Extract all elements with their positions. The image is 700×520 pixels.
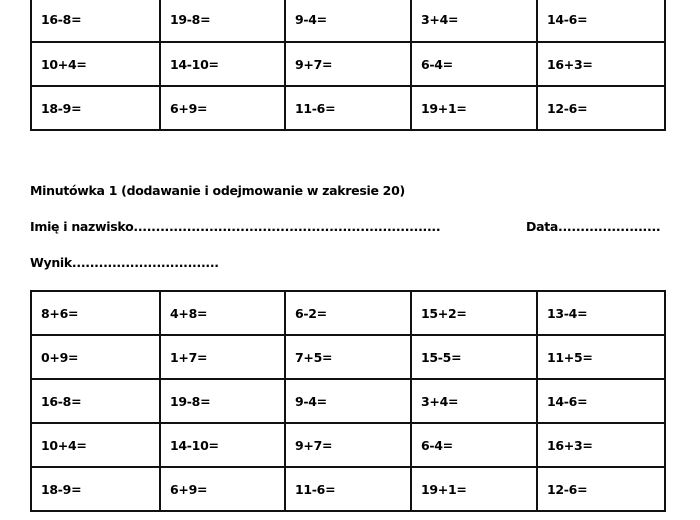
exercise-cell: 9-4= — [284, 378, 412, 424]
exercise-cell: 11+5= — [536, 334, 666, 380]
exercise-cell: 9-4= — [284, 0, 412, 43]
exercise-cell: 13-4= — [536, 290, 666, 336]
exercise-cell: 19+1= — [410, 466, 538, 512]
exercise-cell: 14-6= — [536, 378, 666, 424]
exercise-cell: 19-8= — [159, 0, 286, 43]
exercise-cell: 6-4= — [410, 422, 538, 468]
bottom-exercise-table: 8+6= 4+8= 6-2= 15+2= 13-4= 0+9= 1+7= 7+5= 15-5= 1… — [30, 290, 666, 512]
exercise-cell: 14-10= — [159, 422, 286, 468]
exercise-cell: 16-8= — [30, 378, 161, 424]
exercise-cell: 15-5= — [410, 334, 538, 380]
table-row: 10+4= 14-10= 9+7= 6-4= 16+3= — [30, 422, 666, 468]
exercise-cell: 0+9= — [30, 334, 161, 380]
top-exercise-table: 16-8= 19-8= 9-4= 3+4= 14-6= 10+4= 14-10= 9+7= 6-… — [30, 0, 666, 131]
exercise-cell: 16-8= — [30, 0, 161, 43]
exercise-cell: 6+9= — [159, 466, 286, 512]
exercise-cell: 16+3= — [536, 422, 666, 468]
exercise-cell: 6+9= — [159, 85, 286, 131]
table-row: 10+4= 14-10= 9+7= 6-4= 16+3= — [30, 41, 666, 87]
table-row: 16-8= 19-8= 9-4= 3+4= 14-6= — [30, 378, 666, 424]
table-row: 18-9= 6+9= 11-6= 19+1= 12-6= — [30, 466, 666, 512]
date-field: Data......................... — [526, 219, 660, 234]
exercise-cell: 9+7= — [284, 422, 412, 468]
table-row: 0+9= 1+7= 7+5= 15-5= 11+5= — [30, 334, 666, 380]
exercise-cell: 18-9= — [30, 85, 161, 131]
exercise-cell: 16+3= — [536, 41, 666, 87]
exercise-cell: 18-9= — [30, 466, 161, 512]
exercise-cell: 11-6= — [284, 466, 412, 512]
name-field: Imię i nazwisko.........................… — [30, 219, 441, 234]
exercise-cell: 11-6= — [284, 85, 412, 131]
exercise-cell: 15+2= — [410, 290, 538, 336]
table-row: 16-8= 19-8= 9-4= 3+4= 14-6= — [30, 0, 666, 43]
exercise-cell: 19-8= — [159, 378, 286, 424]
exercise-cell: 4+8= — [159, 290, 286, 336]
exercise-cell: 7+5= — [284, 334, 412, 380]
exercise-cell: 10+4= — [30, 422, 161, 468]
exercise-cell: 14-6= — [536, 0, 666, 43]
exercise-cell: 6-2= — [284, 290, 412, 336]
exercise-cell: 9+7= — [284, 41, 412, 87]
exercise-cell: 12-6= — [536, 85, 666, 131]
exercise-cell: 19+1= — [410, 85, 538, 131]
result-field: Wynik................................. — [30, 255, 219, 270]
table-row: 8+6= 4+8= 6-2= 15+2= 13-4= — [30, 290, 666, 336]
exercise-cell: 14-10= — [159, 41, 286, 87]
exercise-cell: 3+4= — [410, 0, 538, 43]
exercise-cell: 12-6= — [536, 466, 666, 512]
exercise-cell: 8+6= — [30, 290, 161, 336]
table-row: 18-9= 6+9= 11-6= 19+1= 12-6= — [30, 85, 666, 131]
exercise-cell: 10+4= — [30, 41, 161, 87]
worksheet-title: Minutówka 1 (dodawanie i odejmowanie w z… — [30, 183, 405, 198]
exercise-cell: 6-4= — [410, 41, 538, 87]
exercise-cell: 1+7= — [159, 334, 286, 380]
exercise-cell: 3+4= — [410, 378, 538, 424]
